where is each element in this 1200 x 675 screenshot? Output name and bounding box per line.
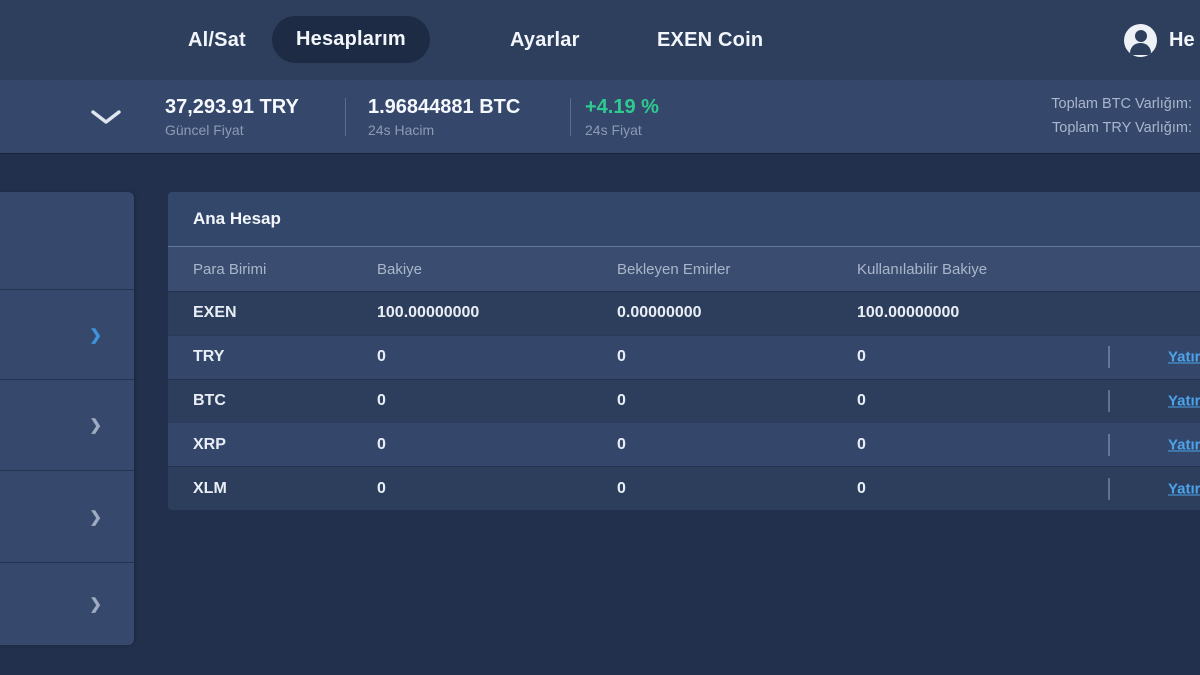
row-action-divider	[1108, 477, 1110, 500]
change-24h-stat: +4.19 % 24s Fiyat	[585, 95, 659, 138]
row-action-divider	[1108, 389, 1110, 412]
deposit-link[interactable]: Yatır	[1168, 392, 1200, 410]
chevron-right-icon: ❯	[89, 417, 102, 434]
deposit-link[interactable]: Yatır	[1168, 436, 1200, 454]
table-row-xrp: XRP 0 0 0 Yatır	[168, 422, 1200, 467]
nav-tab-exen-coin[interactable]: EXEN Coin	[657, 28, 764, 51]
main-account-panel: Ana Hesap Para Birimi Bakiye Bekleyen Em…	[168, 192, 1200, 510]
nav-tab-hesaplarim-active[interactable]: Hesaplarım	[272, 16, 430, 63]
sidebar-item-2[interactable]: ❯	[0, 290, 134, 380]
column-header-currency: Para Birimi	[193, 260, 267, 278]
chevron-right-icon: ❯	[89, 595, 102, 613]
nav-tab-alsat[interactable]: Al/Sat	[188, 28, 246, 51]
change-24h-label: 24s Fiyat	[585, 122, 642, 138]
currency-cell: BTC	[193, 391, 226, 409]
balance-cell: 0	[377, 479, 386, 497]
ticker-divider	[570, 98, 571, 136]
pending-cell: 0	[617, 391, 626, 409]
table-row-exen: EXEN 100.00000000 0.00000000 100.0000000…	[168, 291, 1200, 335]
pending-cell: 0	[617, 479, 626, 497]
deposit-link[interactable]: Yatır	[1168, 348, 1200, 366]
column-header-pending: Bekleyen Emirler	[617, 260, 731, 278]
available-cell: 0	[857, 479, 866, 497]
current-price-stat: 37,293.91 TRY Güncel Fiyat	[165, 95, 299, 138]
top-navigation: Al/Sat Hesaplarım Ayarlar EXEN Coin He	[0, 0, 1200, 80]
balance-cell: 0	[377, 348, 386, 366]
available-cell: 0	[857, 348, 866, 366]
current-price-label: Güncel Fiyat	[165, 122, 244, 138]
volume-24h-stat: 1.96844881 BTC 24s Hacim	[368, 95, 520, 138]
column-header-available: Kullanılabilir Bakiye	[857, 260, 988, 278]
change-24h-value: +4.19 %	[585, 96, 659, 118]
pending-cell: 0	[617, 435, 626, 453]
balance-cell: 0	[377, 435, 386, 453]
pending-cell: 0.00000000	[617, 304, 702, 322]
available-cell: 0	[857, 435, 866, 453]
ticker-divider	[345, 98, 346, 136]
portfolio-totals: Toplam BTC Varlığım: Toplam TRY Varlığım…	[1051, 92, 1192, 140]
user-avatar-icon	[1124, 23, 1157, 57]
balance-cell: 0	[377, 391, 386, 409]
available-cell: 0	[857, 391, 866, 409]
table-header-row: Para Birimi Bakiye Bekleyen Emirler Kull…	[168, 247, 1200, 291]
available-cell: 100.00000000	[857, 304, 960, 322]
sidebar-item-1[interactable]	[0, 192, 134, 290]
sidebar-item-4[interactable]: ❯	[0, 471, 134, 563]
deposit-link[interactable]: Yatır	[1168, 480, 1200, 498]
sidebar-item-3[interactable]: ❯	[0, 380, 134, 471]
user-name-label: He	[1169, 28, 1195, 51]
table-row-xlm: XLM 0 0 0 Yatır	[168, 466, 1200, 510]
panel-title: Ana Hesap	[168, 192, 1200, 247]
column-header-balance: Bakiye	[377, 260, 423, 278]
table-row-btc: BTC 0 0 0 Yatır	[168, 378, 1200, 423]
currency-cell: EXEN	[193, 304, 237, 322]
user-menu[interactable]: He	[1124, 0, 1195, 80]
pending-cell: 0	[617, 348, 626, 366]
chevron-down-icon[interactable]	[90, 109, 122, 131]
nav-tab-ayarlar[interactable]: Ayarlar	[510, 28, 580, 51]
chevron-right-icon: ❯	[89, 326, 102, 344]
volume-24h-label: 24s Hacim	[368, 122, 435, 138]
currency-cell: XRP	[193, 435, 226, 453]
currency-cell: XLM	[193, 479, 227, 497]
current-price-value: 37,293.91 TRY	[165, 96, 299, 118]
total-btc-label: Toplam BTC Varlığım:	[1051, 96, 1192, 112]
market-ticker-bar: 37,293.91 TRY Güncel Fiyat 1.96844881 BT…	[0, 80, 1200, 153]
sidebar: ❯ ❯ ❯ ❯	[0, 192, 134, 645]
volume-24h-value: 1.96844881 BTC	[368, 96, 521, 118]
sidebar-item-5[interactable]: ❯	[0, 563, 134, 644]
table-row-try: TRY 0 0 0 Yatır	[168, 334, 1200, 379]
total-try-label: Toplam TRY Varlığım:	[1052, 120, 1192, 136]
row-action-divider	[1108, 346, 1110, 369]
chevron-right-icon: ❯	[89, 508, 102, 526]
currency-cell: TRY	[193, 348, 225, 366]
row-action-divider	[1108, 433, 1110, 456]
balance-cell: 100.00000000	[377, 304, 480, 322]
